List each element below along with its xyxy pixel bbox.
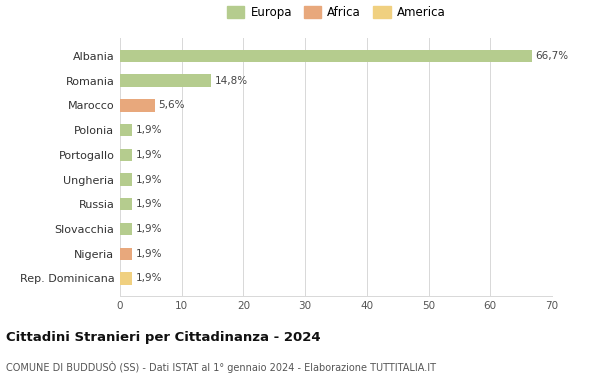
Text: 1,9%: 1,9% [136, 199, 162, 209]
Bar [120, 74, 211, 87]
Bar [120, 198, 132, 211]
Text: 14,8%: 14,8% [215, 76, 248, 86]
Bar [120, 50, 532, 62]
Bar [120, 173, 132, 186]
Text: 5,6%: 5,6% [158, 100, 185, 110]
Bar [120, 124, 132, 136]
Text: 1,9%: 1,9% [136, 125, 162, 135]
Text: COMUNE DI BUDDUSÒ (SS) - Dati ISTAT al 1° gennaio 2024 - Elaborazione TUTTITALIA: COMUNE DI BUDDUSÒ (SS) - Dati ISTAT al 1… [6, 361, 436, 373]
Legend: Europa, Africa, America: Europa, Africa, America [224, 4, 448, 22]
Text: 66,7%: 66,7% [535, 51, 568, 61]
Text: 1,9%: 1,9% [136, 150, 162, 160]
Bar [120, 99, 155, 112]
Bar [120, 272, 132, 285]
Text: Cittadini Stranieri per Cittadinanza - 2024: Cittadini Stranieri per Cittadinanza - 2… [6, 331, 320, 344]
Bar [120, 149, 132, 161]
Text: 1,9%: 1,9% [136, 249, 162, 259]
Text: 1,9%: 1,9% [136, 274, 162, 283]
Bar [120, 247, 132, 260]
Bar [120, 223, 132, 235]
Text: 1,9%: 1,9% [136, 224, 162, 234]
Text: 1,9%: 1,9% [136, 174, 162, 185]
